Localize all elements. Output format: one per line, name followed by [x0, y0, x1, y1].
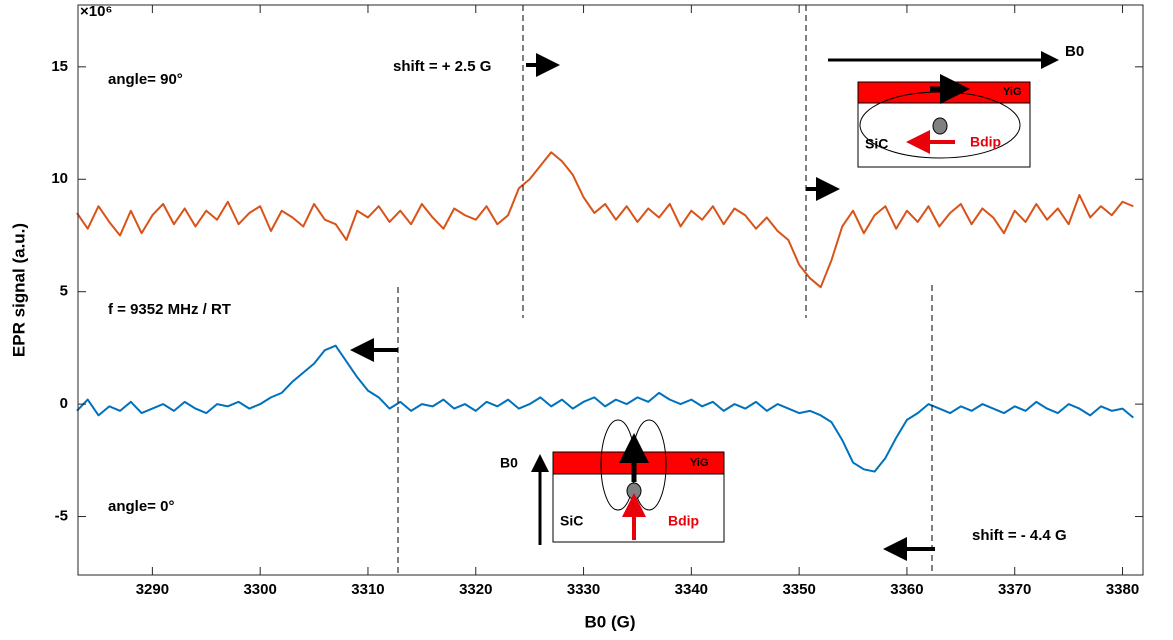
inset: B0 YiG SiC Bdip — [500, 419, 725, 545]
y-tick-label: -5 — [55, 508, 68, 525]
inset-label: B0 — [500, 455, 518, 471]
y-tick-label: 5 — [60, 283, 68, 300]
plot-frame — [77, 4, 1144, 576]
inset-label: YiG — [1003, 86, 1022, 98]
inset-label: SiC — [865, 136, 888, 152]
y-tick-label: 10 — [51, 170, 68, 187]
y-multiplier: ×10⁶ — [80, 3, 112, 20]
annotation: shift = + 2.5 G — [393, 58, 491, 75]
x-tick-label: 3320 — [459, 581, 492, 598]
y-tick-label: 0 — [60, 395, 68, 412]
shift-arrows — [350, 51, 1059, 561]
x-tick-label: 3340 — [675, 581, 708, 598]
inset-label: B0 — [1065, 43, 1084, 60]
x-tick-label: 3310 — [351, 581, 384, 598]
x-tick-label: 3290 — [136, 581, 169, 598]
x-tick-label: 3330 — [567, 581, 600, 598]
shift-markers — [397, 5, 933, 575]
inset-label: YiG — [690, 457, 709, 469]
y-tick-label: 15 — [51, 58, 68, 75]
x-tick-label: 3370 — [998, 581, 1031, 598]
inset-label: SiC — [560, 513, 583, 529]
x-tick-label: 3380 — [1106, 581, 1139, 598]
series-line — [76, 151, 1134, 289]
annotation: angle= 0° — [108, 498, 174, 515]
series-line — [76, 344, 1134, 473]
inset: YiG SiC Bdip — [857, 74, 1031, 168]
inset-label: Bdip — [668, 513, 699, 529]
annotation: shift = - 4.4 G — [972, 527, 1067, 544]
x-tick-label: 3350 — [782, 581, 815, 598]
plot-area — [76, 151, 1134, 473]
defect — [932, 117, 948, 135]
y-axis-label: EPR signal (a.u.) — [9, 223, 28, 357]
x-axis-label: B0 (G) — [585, 612, 636, 631]
defect — [626, 482, 642, 500]
annotation: angle= 90° — [108, 71, 183, 88]
inset-label: Bdip — [970, 134, 1001, 150]
x-tick-label: 3300 — [243, 581, 276, 598]
annotation: f = 9352 MHz / RT — [108, 301, 231, 318]
x-tick-label: 3360 — [890, 581, 923, 598]
